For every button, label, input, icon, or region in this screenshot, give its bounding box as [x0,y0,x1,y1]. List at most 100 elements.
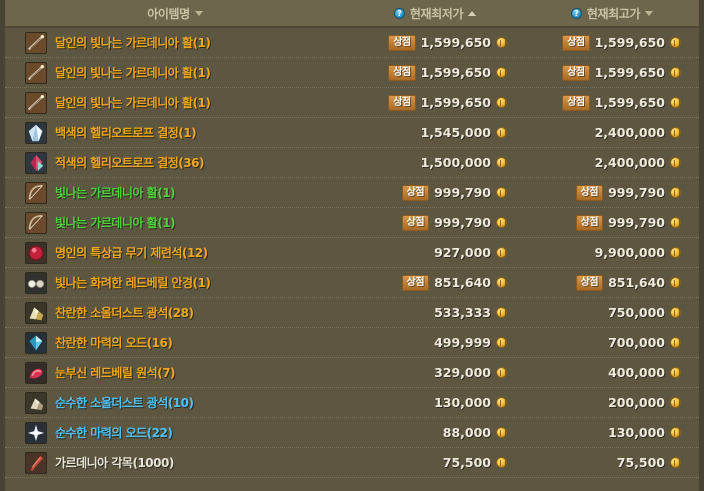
shop-badge: 상점 [388,64,416,81]
item-name-cell[interactable]: 찬란한 소울더스트 광석(28) [5,301,345,324]
gold-coin-icon [670,217,681,228]
highest-price-value: 1,599,650 [594,35,665,50]
table-header-row: 아이템명 ? 현재최저가 ? 현재최고가 [5,0,699,28]
blue-gem-icon [25,331,47,354]
item-name-cell[interactable]: 달인의 빛나는 가르데니아 활(1) [5,61,345,84]
table-row[interactable]: 빛나는 가르데니아 활(1) 상점 999,790 상점 999,790 [5,178,699,208]
column-header-lowest-price-label: 현재최저가 [409,6,464,21]
column-header-highest-price[interactable]: ? 현재최고가 [525,0,699,27]
lowest-price-value: 999,790 [434,215,491,230]
column-header-lowest-price[interactable]: ? 현재최저가 [345,0,525,27]
item-name-cell[interactable]: 눈부신 레드베릴 원석(7) [5,361,345,384]
item-name-label: 순수한 소울더스트 광석(10) [55,396,194,410]
table-row[interactable]: 달인의 빛나는 가르데니아 활(1) 상점 1,599,650 상점 1,599,650 [5,28,699,58]
gold-coin-icon [496,427,507,438]
table-row[interactable]: 찬란한 마력의 오드(16) 499,999 700,000 [5,328,699,358]
item-name-cell[interactable]: 명인의 특상급 무기 제련석(12) [5,241,345,264]
highest-price-value: 9,900,000 [594,245,665,260]
gold-coin-icon [496,37,507,48]
item-name-label: 달인의 빛나는 가르데니아 활(1) [55,36,211,50]
item-name-cell[interactable]: 찬란한 마력의 오드(16) [5,331,345,354]
table-row[interactable]: 적색의 헬리오트로프 결정(36) 1,500,000 2,400,000 [5,148,699,178]
highest-price-cell: 상점 1,599,650 [525,64,699,81]
question-mark-icon[interactable]: ? [570,7,582,19]
shop-badge: 상점 [562,34,590,51]
white-crystal-icon [25,121,47,144]
gold-coin-icon [670,37,681,48]
shop-badge: 상점 [401,274,430,291]
column-header-highest-price-label: 현재최고가 [586,6,641,21]
highest-price-cell: 400,000 [525,365,699,380]
bow-arrow-icon [25,31,47,54]
table-row[interactable]: 가르데니아 각목(1000) 75,500 75,500 [5,448,699,478]
item-name-cell[interactable]: 적색의 헬리오트로프 결정(36) [5,151,345,174]
highest-price-cell: 750,000 [525,305,699,320]
item-name-cell[interactable]: 달인의 빛나는 가르데니아 활(1) [5,31,345,54]
white-sparkle-icon [25,421,47,444]
item-name-cell[interactable]: 순수한 마력의 오드(22) [5,421,345,444]
lowest-price-value: 329,000 [434,365,491,380]
highest-price-value: 2,400,000 [594,155,665,170]
lowest-price-value: 1,500,000 [420,155,491,170]
item-name-cell[interactable]: 순수한 소울더스트 광석(10) [5,391,345,414]
table-body: 달인의 빛나는 가르데니아 활(1) 상점 1,599,650 상점 1,599,650… [5,28,699,478]
table-row[interactable]: 백색의 헬리오트로프 결정(1) 1,545,000 2,400,000 [5,118,699,148]
table-row[interactable]: 명인의 특상급 무기 제련석(12) 927,000 9,900,000 [5,238,699,268]
item-name-cell[interactable]: 달인의 빛나는 가르데니아 활(1) [5,91,345,114]
highest-price-value: 750,000 [608,305,665,320]
wood-club-icon [25,451,47,474]
item-name-cell[interactable]: 빛나는 가르데니아 활(1) [5,211,345,234]
table-row[interactable]: 순수한 소울더스트 광석(10) 130,000 200,000 [5,388,699,418]
shop-badge: 상점 [388,34,416,51]
item-name-cell[interactable]: 백색의 헬리오트로프 결정(1) [5,121,345,144]
lowest-price-cell: 130,000 [345,395,525,410]
gold-coin-icon [496,247,507,258]
item-name-cell[interactable]: 빛나는 화려한 레드베릴 안경(1) [5,271,345,294]
table-row[interactable]: 달인의 빛나는 가르데니아 활(1) 상점 1,599,650 상점 1,599,650 [5,88,699,118]
lowest-price-cell: 상점 1,599,650 [345,94,525,111]
item-name-cell[interactable]: 가르데니아 각목(1000) [5,451,345,474]
highest-price-cell: 상점 999,790 [525,184,699,201]
lowest-price-value: 1,599,650 [420,35,491,50]
lowest-price-value: 75,500 [442,455,491,470]
item-name-label: 달인의 빛나는 가르데니아 활(1) [55,96,211,110]
column-header-item-name-label: 아이템명 [147,6,190,21]
bow-arrow-icon [25,91,47,114]
lowest-price-value: 533,333 [434,305,491,320]
gold-coin-icon [670,457,681,468]
table-row[interactable]: 빛나는 화려한 레드베릴 안경(1) 상점 851,640 상점 851,640 [5,268,699,298]
table-row[interactable]: 찬란한 소울더스트 광석(28) 533,333 750,000 [5,298,699,328]
highest-price-value: 1,599,650 [594,65,665,80]
highest-price-value: 75,500 [616,455,665,470]
table-row[interactable]: 눈부신 레드베릴 원석(7) 329,000 400,000 [5,358,699,388]
lowest-price-cell: 88,000 [345,425,525,440]
lowest-price-value: 1,599,650 [420,65,491,80]
item-name-label: 명인의 특상급 무기 제련석(12) [55,246,208,260]
item-name-label: 눈부신 레드베릴 원석(7) [55,366,176,380]
lowest-price-cell: 499,999 [345,335,525,350]
gold-coin-icon [670,397,681,408]
lowest-price-cell: 상점 999,790 [345,184,525,201]
gold-coin-icon [670,367,681,378]
column-header-item-name[interactable]: 아이템명 [5,0,345,27]
table-row[interactable]: 달인의 빛나는 가르데니아 활(1) 상점 1,599,650 상점 1,599,650 [5,58,699,88]
highest-price-cell: 9,900,000 [525,245,699,260]
highest-price-cell: 상점 999,790 [525,214,699,231]
gold-coin-icon [496,397,507,408]
table-row[interactable]: 빛나는 가르데니아 활(1) 상점 999,790 상점 999,790 [5,208,699,238]
highest-price-cell: 상점 851,640 [525,274,699,291]
shop-badge: 상점 [575,214,604,231]
lowest-price-value: 1,599,650 [420,95,491,110]
highest-price-value: 1,599,650 [594,95,665,110]
table-row[interactable]: 순수한 마력의 오드(22) 88,000 130,000 [5,418,699,448]
highest-price-cell: 75,500 [525,455,699,470]
highest-price-cell: 2,400,000 [525,155,699,170]
lowest-price-value: 130,000 [434,395,491,410]
highest-price-value: 400,000 [608,365,665,380]
item-name-cell[interactable]: 빛나는 가르데니아 활(1) [5,181,345,204]
item-name-label: 빛나는 화려한 레드베릴 안경(1) [55,276,211,290]
gold-coin-icon [670,277,681,288]
item-name-label: 가르데니아 각목(1000) [55,456,174,470]
question-mark-icon[interactable]: ? [393,7,405,19]
